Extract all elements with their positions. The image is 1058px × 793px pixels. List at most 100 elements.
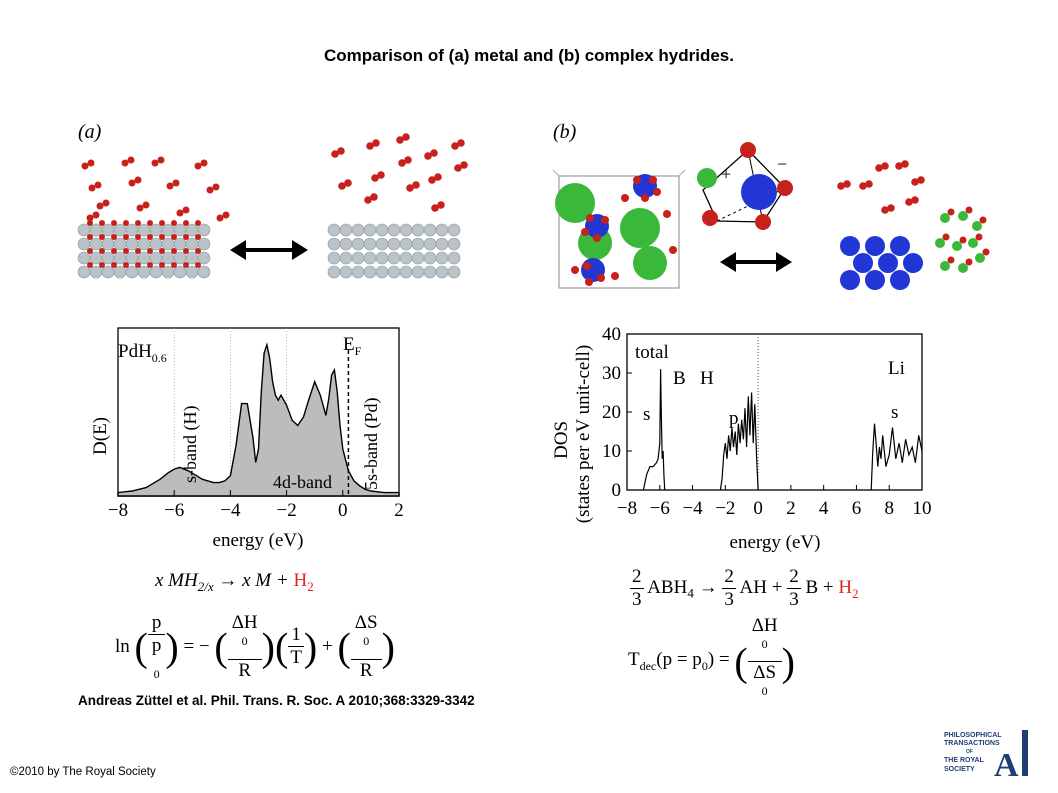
h-atom: [194, 162, 202, 170]
s-band-label: s-band (H): [180, 406, 201, 483]
pd-atom: [149, 237, 163, 251]
pd-atom: [89, 251, 103, 265]
h-atom: [99, 220, 105, 226]
pd-atom: [101, 251, 115, 265]
panel-a-label: (a): [78, 121, 102, 143]
x-tick-label: −4: [220, 500, 241, 521]
y-axis-label: DOS: [551, 421, 572, 459]
pd-lattice-with-hydrogen: [77, 220, 211, 279]
h-atom: [172, 179, 180, 187]
h-atom: [370, 193, 378, 201]
pd-atom: [387, 223, 401, 237]
dos-line: [642, 369, 666, 491]
h-atom: [157, 156, 165, 164]
h-atom: [865, 180, 873, 188]
panel-b-label: (b): [553, 121, 577, 143]
pd-atom: [149, 223, 163, 237]
p-orbital-label: p: [729, 408, 739, 429]
h-atom: [195, 220, 201, 226]
h-atom: [136, 204, 144, 212]
h-atom: [942, 233, 950, 241]
pd-atom: [113, 237, 127, 251]
h-atom: [99, 262, 105, 268]
pd-atom: [197, 265, 211, 279]
h-atom: [87, 234, 93, 240]
h-atom: [663, 210, 671, 218]
x-tick-label: 4: [819, 498, 829, 519]
h-atom: [947, 208, 955, 216]
pd-atom: [327, 265, 341, 279]
h-atom: [195, 248, 201, 254]
h-atom: [406, 184, 414, 192]
pd-atom: [77, 251, 91, 265]
pd-atom: [327, 223, 341, 237]
lithium-atom: [952, 241, 962, 251]
pd-atom: [173, 223, 187, 237]
dos-line: [719, 392, 759, 491]
lithium-atom: [968, 238, 978, 248]
lithium-atom: [958, 263, 968, 273]
pd-atom: [375, 265, 389, 279]
pd-atom: [89, 223, 103, 237]
fermi-label: EF: [343, 334, 362, 358]
s5-band-label: 5s-band (Pd): [361, 398, 382, 491]
x-axis-label: energy (eV): [730, 532, 821, 553]
h-atom: [881, 206, 889, 214]
double-arrow-icon: [230, 240, 308, 260]
pd-atom: [137, 265, 151, 279]
pd-atom: [101, 223, 115, 237]
svg-text:PHILOSOPHICAL: PHILOSOPHICAL: [944, 732, 1002, 739]
citation: Andreas Züttel et al. Phil. Trans. R. So…: [78, 693, 475, 708]
h-atom: [398, 159, 406, 167]
h-atom: [601, 216, 609, 224]
pd-atom: [435, 223, 449, 237]
h-atom: [111, 234, 117, 240]
compound-label: PdH0.6: [118, 341, 167, 365]
pd-atom: [327, 251, 341, 265]
h-atom: [123, 220, 129, 226]
x-axis-label: energy (eV): [213, 530, 304, 551]
pd-atom: [137, 237, 151, 251]
h-atom: [653, 188, 661, 196]
h-atom: [147, 234, 153, 240]
dos-area-series: [117, 342, 400, 497]
h-atom: [451, 142, 459, 150]
pd-atom: [125, 223, 139, 237]
minus-charge-label: −: [777, 154, 787, 174]
h-atom: [905, 198, 913, 206]
pd-atom: [173, 237, 187, 251]
h-atom: [457, 139, 465, 147]
h-atom: [123, 248, 129, 254]
total-label: total: [635, 342, 669, 363]
h-atom: [159, 220, 165, 226]
lithium-atom: [975, 253, 985, 263]
h-atom: [396, 136, 404, 144]
pd-atom: [411, 251, 425, 265]
x-tick-label: 2: [786, 498, 796, 519]
h-atom: [337, 147, 345, 155]
h-atom: [583, 262, 591, 270]
h-atom: [171, 234, 177, 240]
pd-atom: [423, 265, 437, 279]
metal-hydride-illustration: (a): [77, 121, 468, 279]
h-atom: [87, 220, 93, 226]
pd-atom: [435, 251, 449, 265]
pd-atom: [149, 251, 163, 265]
pd-atom: [327, 237, 341, 251]
s-orbital-label-2: s: [891, 402, 898, 423]
royal-society-logo: PHILOSOPHICAL TRANSACTIONS OF THE ROYAL …: [944, 730, 1030, 778]
pd-atom: [173, 265, 187, 279]
x-tick-label: −2: [276, 500, 296, 521]
y-tick-label: 40: [602, 324, 621, 345]
pd-atom: [447, 265, 461, 279]
pd-atom: [149, 265, 163, 279]
h-atom: [135, 262, 141, 268]
pd-atom: [411, 237, 425, 251]
bh4-tetrahedron: + −: [697, 142, 793, 230]
h-atom: [669, 246, 677, 254]
h-atom: [87, 159, 95, 167]
pd-atom: [113, 251, 127, 265]
x-tick-label: −2: [715, 498, 735, 519]
h-atom: [875, 164, 883, 172]
